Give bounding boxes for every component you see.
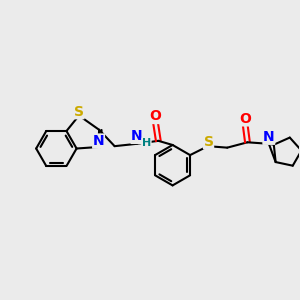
Text: S: S: [203, 135, 214, 149]
Text: N: N: [93, 134, 104, 148]
Text: N: N: [263, 130, 275, 144]
Text: S: S: [74, 105, 84, 119]
Text: O: O: [149, 110, 161, 123]
Text: H: H: [142, 138, 151, 148]
Text: O: O: [239, 112, 251, 126]
Text: N: N: [131, 129, 143, 143]
